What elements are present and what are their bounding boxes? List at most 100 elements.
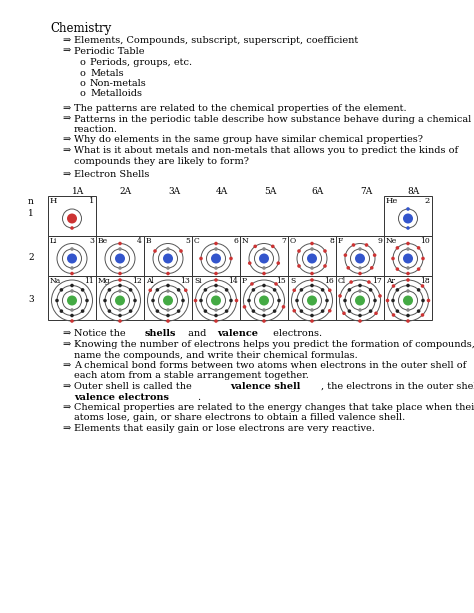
Circle shape xyxy=(406,247,410,251)
Text: 13: 13 xyxy=(180,277,190,285)
Circle shape xyxy=(273,310,276,313)
Text: Elements, Compounds, subscript, superscript, coefficient: Elements, Compounds, subscript, superscr… xyxy=(74,36,358,45)
Circle shape xyxy=(67,254,77,264)
Circle shape xyxy=(358,284,362,287)
Circle shape xyxy=(199,257,203,261)
Circle shape xyxy=(262,247,266,251)
Bar xyxy=(384,196,432,235)
Text: 10: 10 xyxy=(420,237,430,245)
Circle shape xyxy=(378,294,382,298)
Bar xyxy=(144,235,192,275)
Text: ⇒: ⇒ xyxy=(62,340,70,349)
Circle shape xyxy=(229,299,233,302)
Circle shape xyxy=(118,242,122,245)
Circle shape xyxy=(310,284,314,287)
Text: valence electrons: valence electrons xyxy=(74,392,169,402)
Circle shape xyxy=(310,308,314,312)
Text: ⇒: ⇒ xyxy=(62,170,70,179)
Circle shape xyxy=(214,266,218,270)
Text: ⇒: ⇒ xyxy=(62,403,70,412)
Text: valence shell: valence shell xyxy=(230,382,301,391)
Circle shape xyxy=(177,288,181,292)
Circle shape xyxy=(181,299,185,302)
Text: 2: 2 xyxy=(425,197,430,205)
Text: Knowing the number of electrons helps you predict the formation of compounds,: Knowing the number of electrons helps yo… xyxy=(74,340,474,349)
Circle shape xyxy=(358,319,362,323)
Circle shape xyxy=(358,308,362,312)
Text: Metalloids: Metalloids xyxy=(90,89,142,99)
Circle shape xyxy=(358,289,362,293)
Circle shape xyxy=(262,266,266,270)
Circle shape xyxy=(373,253,376,257)
Text: electrons.: electrons. xyxy=(270,330,322,338)
Circle shape xyxy=(403,213,413,224)
Circle shape xyxy=(115,295,125,305)
Text: F: F xyxy=(338,237,343,245)
Circle shape xyxy=(374,311,378,315)
Circle shape xyxy=(118,247,122,251)
Circle shape xyxy=(328,289,331,292)
Text: C: C xyxy=(194,237,200,245)
Text: 4: 4 xyxy=(137,237,142,245)
Circle shape xyxy=(214,247,218,251)
Text: each atom from a stable arrangement together.: each atom from a stable arrangement toge… xyxy=(74,371,309,381)
Circle shape xyxy=(367,280,371,284)
Circle shape xyxy=(229,257,233,261)
Circle shape xyxy=(55,299,59,302)
Circle shape xyxy=(153,249,157,253)
Circle shape xyxy=(406,284,410,287)
Circle shape xyxy=(352,243,356,247)
Text: 15: 15 xyxy=(276,277,286,285)
Circle shape xyxy=(310,272,314,275)
Text: n: n xyxy=(28,197,34,205)
Text: The patterns are related to the chemical properties of the element.: The patterns are related to the chemical… xyxy=(74,104,407,113)
Circle shape xyxy=(273,288,276,292)
Circle shape xyxy=(406,314,410,318)
Circle shape xyxy=(406,319,410,323)
Circle shape xyxy=(421,313,424,317)
Text: 9: 9 xyxy=(377,237,382,245)
Circle shape xyxy=(391,299,395,302)
Text: 8: 8 xyxy=(329,237,334,245)
Circle shape xyxy=(118,284,122,287)
Circle shape xyxy=(70,284,74,287)
Circle shape xyxy=(248,261,252,265)
Circle shape xyxy=(177,310,181,313)
Circle shape xyxy=(262,289,266,293)
Text: He: He xyxy=(386,197,398,205)
Text: o: o xyxy=(80,89,86,99)
Text: Why do elements in the same group have similar chemical properties?: Why do elements in the same group have s… xyxy=(74,135,423,145)
Circle shape xyxy=(396,246,399,249)
Circle shape xyxy=(355,295,365,305)
Circle shape xyxy=(214,308,218,312)
Circle shape xyxy=(60,310,63,313)
Bar xyxy=(288,235,336,275)
Circle shape xyxy=(358,247,362,251)
Bar xyxy=(336,235,384,275)
Circle shape xyxy=(406,242,410,245)
Bar xyxy=(96,275,144,319)
Circle shape xyxy=(129,310,132,313)
Circle shape xyxy=(184,289,188,292)
Circle shape xyxy=(271,245,274,248)
Text: o: o xyxy=(80,69,86,77)
Text: N: N xyxy=(242,237,249,245)
Circle shape xyxy=(118,278,122,282)
Circle shape xyxy=(310,319,314,323)
Circle shape xyxy=(417,310,420,313)
Circle shape xyxy=(282,305,285,308)
Circle shape xyxy=(247,299,251,302)
Circle shape xyxy=(70,266,74,270)
Circle shape xyxy=(396,310,399,313)
Circle shape xyxy=(300,310,303,313)
Circle shape xyxy=(406,289,410,293)
Circle shape xyxy=(310,247,314,251)
Circle shape xyxy=(243,305,246,308)
Circle shape xyxy=(310,289,314,293)
Circle shape xyxy=(151,299,155,302)
Text: 14: 14 xyxy=(228,277,238,285)
Circle shape xyxy=(252,288,255,292)
Circle shape xyxy=(262,314,266,318)
Circle shape xyxy=(70,319,74,323)
Text: ⇒: ⇒ xyxy=(62,47,70,56)
